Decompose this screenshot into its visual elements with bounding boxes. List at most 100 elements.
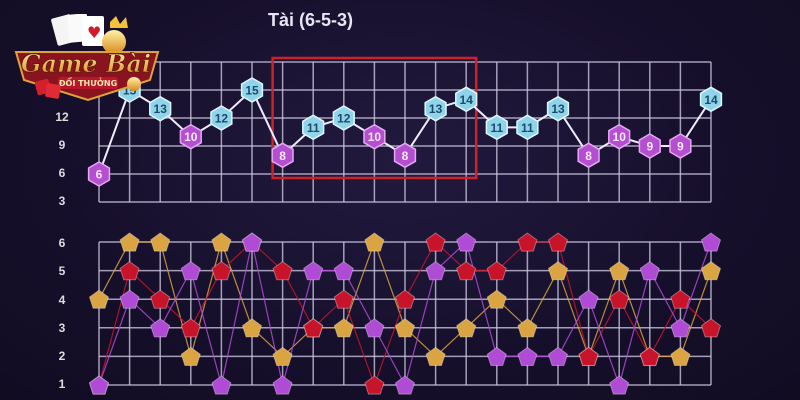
dice-3-point <box>180 260 201 281</box>
total-point: 14 <box>699 86 723 113</box>
dice-1-point <box>88 289 110 309</box>
dice-2-point <box>394 289 416 309</box>
dice-3-point <box>211 375 232 395</box>
svg-text:Game Bài: Game Bài <box>21 49 151 78</box>
bottom-y-tick: 2 <box>58 349 66 363</box>
dice-3-point <box>517 346 538 366</box>
total-label: 13 <box>154 102 168 116</box>
dice-3-point <box>609 375 630 395</box>
dice-2-point <box>119 260 140 281</box>
dice-3-point <box>639 260 660 281</box>
dice-1-point <box>394 318 416 338</box>
total-label: 11 <box>490 121 503 135</box>
top-y-tick: 3 <box>58 194 66 208</box>
dice-2-point <box>578 346 599 366</box>
top-y-tick: 12 <box>55 110 69 124</box>
dice-3-point <box>547 346 569 366</box>
dice-3-point <box>241 232 263 252</box>
bottom-y-tick: 1 <box>58 377 66 391</box>
dice-1-point <box>547 260 569 281</box>
dice-3-point <box>394 375 416 395</box>
dice-2-point <box>364 375 385 395</box>
dice-2-point <box>211 260 232 281</box>
dice-1-point <box>609 260 630 281</box>
total-point: 8 <box>271 142 294 169</box>
total-point: 10 <box>608 123 631 150</box>
highlight-box <box>271 56 478 180</box>
total-label: 14 <box>704 93 718 107</box>
dice-3-point <box>670 318 691 338</box>
dice-2-point <box>670 289 691 309</box>
dice-2-point <box>150 289 171 309</box>
dice-3-point <box>700 232 722 252</box>
dice-2-point <box>272 260 293 281</box>
game-bai-logo: ♥ Game Bài ĐỔI THƯỞNG <box>10 13 165 106</box>
dice-3-point <box>150 318 171 338</box>
dice-1-point <box>670 346 691 366</box>
dice-1-point <box>456 318 477 338</box>
total-label: 13 <box>551 102 565 116</box>
dice-2-point <box>333 289 354 309</box>
dice-3-point <box>578 289 599 309</box>
total-point: 12 <box>332 105 355 131</box>
dice-1-point <box>425 346 446 366</box>
dice-1-point <box>180 346 201 366</box>
dice-3-point <box>119 289 140 309</box>
total-label: 12 <box>337 112 351 126</box>
total-point: 8 <box>393 142 417 169</box>
bottom-y-tick: 5 <box>58 264 66 278</box>
dice-2-point <box>517 232 538 252</box>
total-point: 9 <box>638 133 661 159</box>
dice-2-point <box>547 232 569 252</box>
total-point: 13 <box>149 95 172 122</box>
dice-1-point <box>700 260 722 281</box>
svg-text:ĐỔI THƯỞNG: ĐỔI THƯỞNG <box>59 76 117 88</box>
dice-3-point <box>456 232 477 252</box>
bottom-y-tick: 4 <box>58 293 66 307</box>
dice-1-point <box>150 232 171 252</box>
dice-3-point <box>272 375 293 395</box>
dice-2-point <box>700 318 722 338</box>
dice-2-point <box>180 318 201 338</box>
dice-2-point <box>303 318 324 338</box>
dice-1-point <box>119 232 140 252</box>
bottom-y-tick: 3 <box>58 321 66 335</box>
dice-2-point <box>486 260 507 281</box>
dice-1-point <box>211 232 232 252</box>
dice-3-point <box>364 318 385 338</box>
total-label: 11 <box>521 121 534 135</box>
dice-2-point <box>425 232 446 252</box>
total-point: 13 <box>546 95 570 122</box>
total-label: 15 <box>245 84 259 98</box>
total-label: 10 <box>613 130 627 144</box>
total-label: 9 <box>646 140 653 154</box>
total-point: 10 <box>179 123 202 150</box>
dice-1-point <box>241 318 263 338</box>
total-point: 14 <box>455 86 478 113</box>
dice-2-point <box>639 346 660 366</box>
total-point: 11 <box>485 114 508 141</box>
total-label: 10 <box>184 130 198 144</box>
total-point: 10 <box>363 123 386 150</box>
total-label: 11 <box>307 121 320 135</box>
total-label: 8 <box>402 149 409 163</box>
total-label: 10 <box>368 130 382 144</box>
dice-3-point <box>303 260 324 281</box>
total-point: 11 <box>516 114 539 141</box>
dice-1-point <box>517 318 538 338</box>
total-label: 6 <box>96 168 103 182</box>
dice-1-point <box>333 318 354 338</box>
total-label: 9 <box>677 140 684 154</box>
total-point: 8 <box>577 142 600 169</box>
result-title: Tài (6-5-3) <box>268 10 354 30</box>
total-point: 11 <box>302 114 325 141</box>
dice-3-point <box>333 260 354 281</box>
svg-text:♥: ♥ <box>87 23 101 42</box>
dice-3-point <box>425 260 446 281</box>
total-point: 12 <box>210 105 233 131</box>
total-point: 15 <box>240 77 264 103</box>
top-y-tick: 9 <box>58 138 66 152</box>
total-point: 13 <box>424 95 447 122</box>
dice-3-point <box>88 375 110 395</box>
